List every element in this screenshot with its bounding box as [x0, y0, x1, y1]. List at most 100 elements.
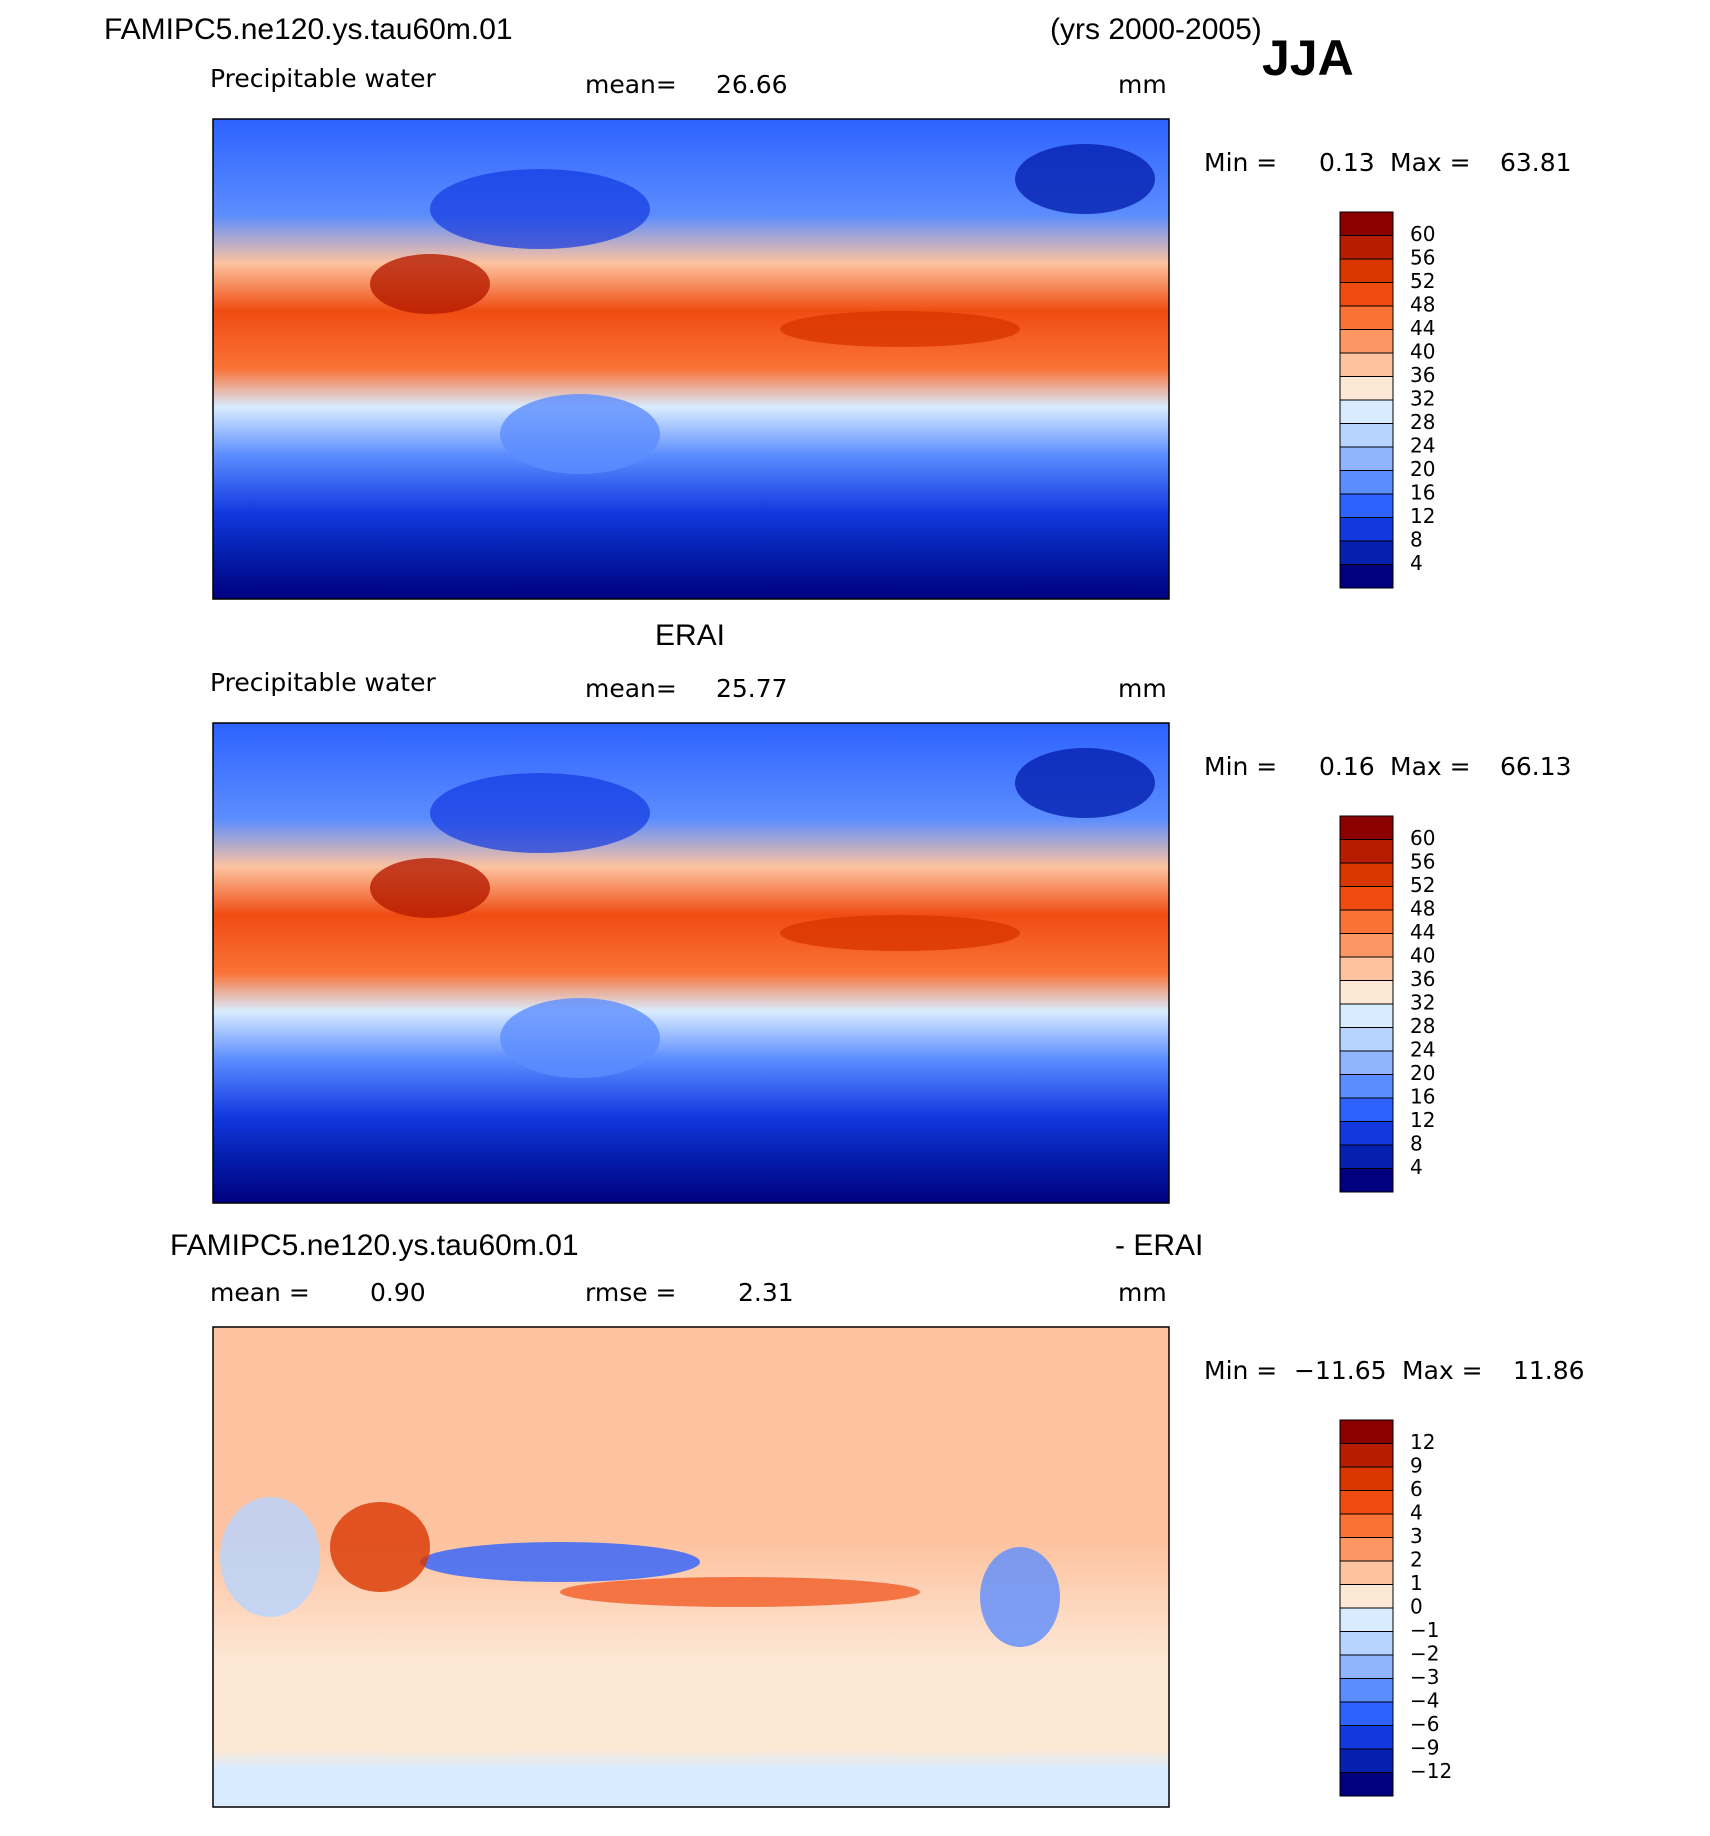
- colorbar-label: −6: [1410, 1712, 1439, 1736]
- colorbar-label: 4: [1410, 551, 1423, 575]
- colorbar-box: [1339, 1050, 1394, 1075]
- colorbar-box: [1339, 470, 1394, 495]
- colorbar-label: −1: [1410, 1618, 1439, 1642]
- colorbar-box: [1339, 540, 1394, 565]
- colorbar-box: [1339, 1003, 1394, 1028]
- colorbar-box: [1339, 376, 1394, 401]
- field-blob: [330, 1502, 430, 1592]
- field-blob: [780, 915, 1020, 951]
- mean-value: 25.77: [716, 674, 788, 703]
- colorbar-box: [1339, 1654, 1394, 1679]
- colorbar-label: 52: [1410, 269, 1435, 293]
- colorbar-box: [1339, 933, 1394, 958]
- colorbar-box: [1339, 1537, 1394, 1562]
- colorbar-box: [1339, 258, 1394, 283]
- season: JJA: [1262, 30, 1354, 86]
- colorbar-label: 60: [1410, 222, 1435, 246]
- colorbar-label: 40: [1410, 944, 1435, 968]
- colorbar-label: 28: [1410, 410, 1435, 434]
- colorbar-label: 24: [1410, 1038, 1435, 1062]
- colorbar-label: 8: [1410, 1132, 1423, 1156]
- colorbar-box: [1339, 862, 1394, 887]
- colorbar-label: 56: [1410, 246, 1435, 270]
- colorbar-box: [1339, 329, 1394, 354]
- colorbar-label: 2: [1410, 1548, 1423, 1572]
- colorbar-label: −12: [1410, 1759, 1452, 1783]
- map-frame: [212, 1326, 1170, 1808]
- colorbar-label: 40: [1410, 340, 1435, 364]
- colorbar-box: [1339, 1074, 1394, 1099]
- colorbar-label: 20: [1410, 457, 1435, 481]
- variable: Precipitable water: [210, 668, 436, 697]
- mean-label: mean=: [585, 70, 677, 99]
- figure-title: FAMIPC5.ne120.ys.tau60m.01: [104, 13, 513, 46]
- colorbar-box: [1339, 1443, 1394, 1468]
- colorbar-label: 32: [1410, 387, 1435, 411]
- colorbar-label: 1: [1410, 1571, 1423, 1595]
- colorbar-box: [1339, 211, 1394, 236]
- colorbar-box: [1339, 1701, 1394, 1726]
- field-blob: [420, 1542, 700, 1582]
- colorbar-box: [1339, 1121, 1394, 1146]
- colorbar-label: 12: [1410, 1108, 1435, 1132]
- colorbar-label: 16: [1410, 1085, 1435, 1109]
- colorbar-label: 48: [1410, 293, 1435, 317]
- colorbar-box: [1339, 282, 1394, 307]
- period: (yrs 2000-2005): [1050, 13, 1262, 46]
- colorbar-label: 3: [1410, 1524, 1423, 1548]
- colorbar-box: [1339, 352, 1394, 377]
- colorbar-label: 44: [1410, 920, 1435, 944]
- colorbar-label: 12: [1410, 504, 1435, 528]
- colorbar-label: 44: [1410, 316, 1435, 340]
- min-label: Min =: [1204, 752, 1277, 781]
- colorbar-label: −2: [1410, 1642, 1439, 1666]
- colorbar-box: [1339, 517, 1394, 542]
- colorbar-box: [1339, 564, 1394, 589]
- min-value: −11.65: [1294, 1356, 1387, 1385]
- colorbar-box: [1339, 1027, 1394, 1052]
- units: mm: [1118, 70, 1167, 99]
- field-blob: [1015, 748, 1155, 818]
- units: mm: [1118, 674, 1167, 703]
- min-value: 0.13: [1319, 148, 1375, 177]
- field-blob: [500, 394, 660, 474]
- mean-label: mean=: [585, 674, 677, 703]
- rmse-value: 2.31: [738, 1278, 794, 1307]
- colorbar-label: −9: [1410, 1736, 1439, 1760]
- field-blob: [500, 998, 660, 1078]
- colorbar-box: [1339, 1631, 1394, 1656]
- colorbar-box: [1339, 980, 1394, 1005]
- mean-value: 26.66: [716, 70, 788, 99]
- colorbar-label: 4: [1410, 1155, 1423, 1179]
- max-label: Max =: [1390, 752, 1471, 781]
- colorbar-box: [1339, 399, 1394, 424]
- colorbar-label: 4: [1410, 1501, 1423, 1525]
- field-blob: [430, 773, 650, 853]
- panel-title-right: - ERAI: [1115, 1229, 1203, 1262]
- colorbar-label: 16: [1410, 481, 1435, 505]
- colorbar-box: [1339, 1748, 1394, 1773]
- colorbar-box: [1339, 1607, 1394, 1632]
- colorbar-label: −4: [1410, 1689, 1439, 1713]
- field-blob: [780, 311, 1020, 347]
- colorbar-label: 28: [1410, 1014, 1435, 1038]
- colorbar-box: [1339, 1725, 1394, 1750]
- colorbar-label: −3: [1410, 1665, 1439, 1689]
- colorbar-box: [1339, 1584, 1394, 1609]
- map-field: [213, 119, 1169, 599]
- colorbar-label: 52: [1410, 873, 1435, 897]
- mean-label: mean =: [210, 1278, 310, 1307]
- panel-title: ERAI: [655, 619, 725, 652]
- colorbar-label: 56: [1410, 850, 1435, 874]
- max-label: Max =: [1390, 148, 1471, 177]
- map-field: [213, 723, 1169, 1203]
- min-label: Min =: [1204, 1356, 1277, 1385]
- colorbar-box: [1339, 1490, 1394, 1515]
- colorbar-box: [1339, 423, 1394, 448]
- variable: Precipitable water: [210, 64, 436, 93]
- min-label: Min =: [1204, 148, 1277, 177]
- colorbar-label: 36: [1410, 967, 1435, 991]
- field-blob: [220, 1497, 320, 1617]
- colorbar-box: [1339, 1560, 1394, 1585]
- field-blob: [560, 1577, 920, 1607]
